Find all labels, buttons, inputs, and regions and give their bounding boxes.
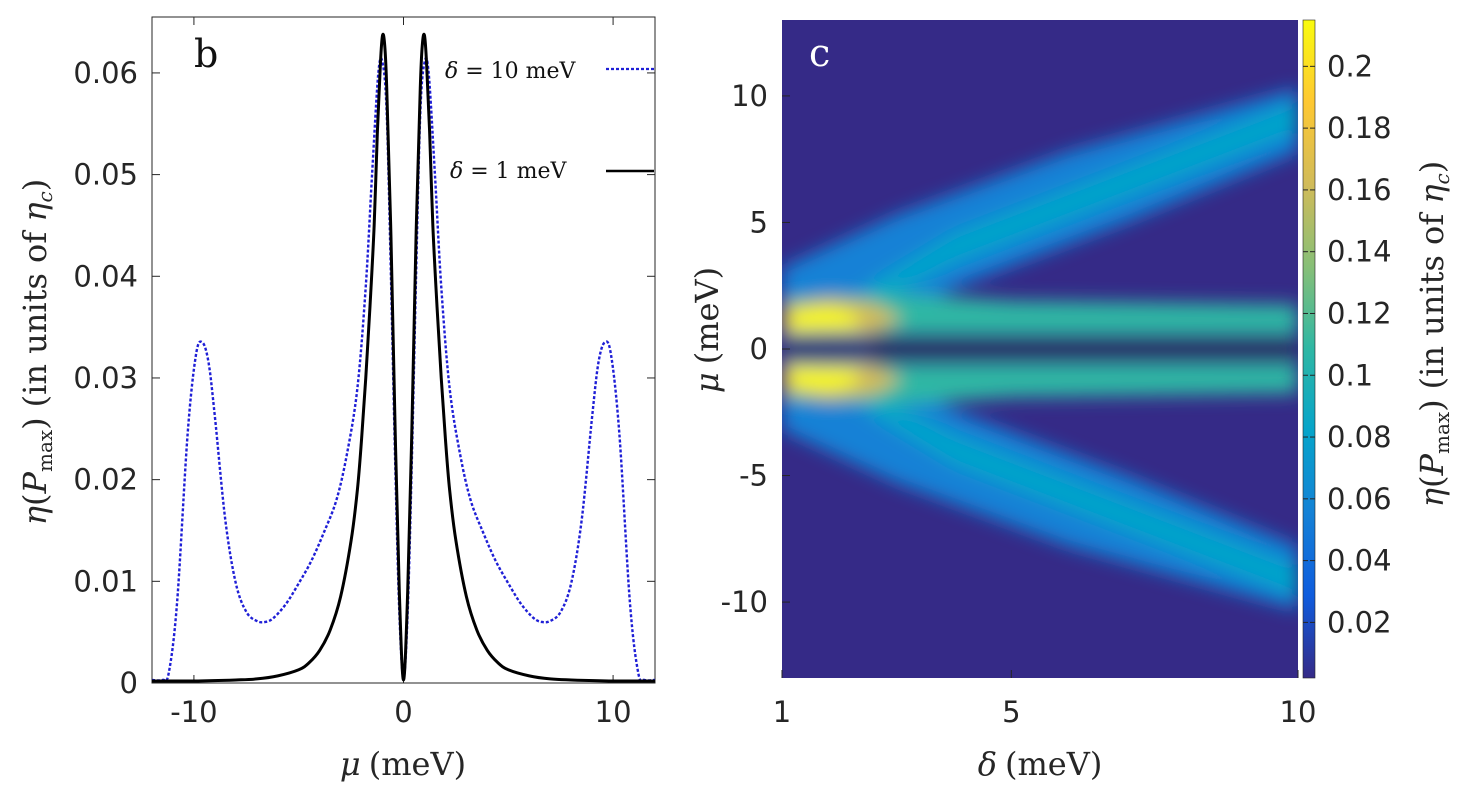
panel-b-x-tick-label: 0	[394, 695, 412, 729]
panel-c-x-tick-label: 1	[773, 695, 791, 729]
panel-b-y-tick-label: 0.03	[73, 361, 138, 395]
colorbar-label-eta: η	[1413, 488, 1451, 507]
colorbar-tick-label: 0.16	[1327, 173, 1392, 207]
legend-delta-10-symbol: δ	[445, 59, 458, 84]
panel-b-ylabel-paren-close: )	[16, 417, 54, 429]
colorbar-label-close: )	[1413, 161, 1451, 173]
panel-c-x-axis-label: δ (meV)	[978, 745, 1103, 783]
panel-b-y-tick-label: 0.02	[73, 463, 138, 497]
panel-b-series	[151, 32, 656, 683]
colorbar-label-max: max	[1430, 411, 1454, 454]
legend-delta-1-text: = 1 meV	[463, 159, 567, 184]
panel-b-ylabel-p: P	[16, 472, 54, 495]
panel-b-xlabel-mu: μ	[340, 745, 361, 783]
panel-b-plot-area	[151, 16, 656, 684]
heatmap-inner-band	[782, 362, 1298, 405]
panel-b-x-tick-label: -10	[170, 695, 217, 729]
colorbar-label-paren-close: )	[1413, 399, 1451, 411]
colorbar-ticks: 0.02 0.04 0.06 0.08 0.1 0.12 0.14 0.16 0.18 0.2	[1303, 49, 1392, 639]
panel-b-ylabel-units: (in units of	[16, 222, 54, 408]
colorbar	[1302, 19, 1316, 679]
panel-b-y-tick-label: 0	[120, 666, 138, 700]
heatmap-peak-region	[787, 368, 857, 391]
panel-b-line-chart: -10 0 10 0 0.01 0.02 0.03 0.04 0.05 0.06 b δ = 10…	[16, 16, 656, 783]
legend-entry-delta-10: δ = 10 meV	[445, 59, 577, 84]
panel-b-ylabel-paren-open: (	[16, 494, 54, 506]
panel-b-tick-labels: -10 0 10 0 0.01 0.02 0.03 0.04 0.05 0.06	[73, 56, 631, 729]
panel-b-ylabel-eta: η	[16, 506, 54, 525]
panel-b-xlabel-units: (meV)	[369, 745, 466, 783]
panel-b-ylabel-eta-c: η	[16, 202, 54, 221]
panel-c-y-tick-label: -10	[721, 585, 768, 619]
panel-c-xlabel-delta: δ	[978, 745, 997, 783]
colorbar-tick-label: 0.06	[1327, 482, 1392, 516]
panel-b-legend: δ = 10 meV δ = 1 meV	[445, 59, 654, 184]
heatmap-center-stripe	[782, 340, 1298, 358]
panel-c-xlabel-units: (meV)	[1005, 745, 1102, 783]
panel-b-y-tick-label: 0.04	[73, 259, 138, 293]
legend-delta-10-text: = 10 meV	[458, 59, 576, 84]
colorbar-tick-label: 0.04	[1327, 544, 1392, 578]
panel-c-x-tick-label: 5	[1002, 695, 1020, 729]
colorbar-tick-label: 0.08	[1327, 420, 1392, 454]
heatmap-inner-band	[782, 293, 1298, 336]
panel-c-y-tick-label: 5	[750, 205, 768, 239]
panel-b-y-axis-label: η(Pmax)(in units of ηc)	[16, 179, 57, 525]
panel-b-x-axis-label: μ (meV)	[340, 745, 466, 783]
panel-c-tick-labels: 1 5 10 -10 -5 0 5 10	[721, 79, 1317, 729]
heatmap-outer-branch	[862, 399, 1298, 597]
colorbar-tick-label: 0.18	[1327, 111, 1392, 145]
panel-b-y-tick-label: 0.06	[73, 56, 138, 90]
panel-b-y-tick-label: 0.05	[73, 158, 138, 192]
panel-b-ylabel-c: c	[33, 191, 57, 202]
panel-c-y-tick-label: -5	[739, 459, 768, 493]
panel-c-ticks	[781, 95, 1299, 678]
series-delta-1-line	[151, 32, 656, 683]
colorbar-label: η(Pmax)(in units of ηc)	[1413, 161, 1454, 507]
colorbar-label-c: c	[1430, 173, 1454, 184]
colorbar-label-units: (in units of	[1413, 204, 1451, 390]
panel-b-ylabel-max: max	[33, 429, 57, 472]
panel-c-y-tick-label: 0	[750, 332, 768, 366]
legend-entry-delta-1: δ = 1 meV	[450, 159, 568, 184]
colorbar-tick-label: 0.1	[1327, 358, 1373, 392]
heatmap-field	[782, 88, 1298, 610]
heatmap-peak-region	[787, 307, 857, 330]
panel-c-ylabel-mu: μ	[688, 372, 726, 393]
heatmap-outer-branch	[862, 101, 1298, 299]
panel-c-y-tick-label: 10	[731, 79, 768, 113]
panel-b-ylabel-close: )	[16, 179, 54, 191]
colorbar-tick-label: 0.12	[1327, 296, 1392, 330]
panel-c-letter: c	[809, 31, 830, 75]
legend-delta-1-symbol: δ	[450, 159, 463, 184]
colorbar-tick-label: 0.14	[1327, 235, 1392, 269]
heatmap-branches	[782, 88, 1298, 610]
panel-b-ticks	[152, 17, 655, 684]
panel-b-x-tick-label: 10	[595, 695, 632, 729]
panel-c-x-tick-label: 10	[1280, 695, 1317, 729]
colorbar-label-p: P	[1413, 454, 1451, 477]
panel-b-letter: b	[194, 32, 218, 76]
colorbar-label-eta-c: η	[1413, 184, 1451, 203]
colorbar-label-paren-open: (	[1413, 476, 1451, 488]
colorbar-tick-label: 0.02	[1327, 605, 1392, 639]
panel-c-ylabel-units: (meV)	[688, 267, 726, 364]
colorbar-tick-label: 0.2	[1327, 49, 1373, 83]
panel-b-y-tick-label: 0.01	[73, 564, 138, 598]
panel-c-y-axis-label: μ (meV)	[688, 267, 726, 393]
